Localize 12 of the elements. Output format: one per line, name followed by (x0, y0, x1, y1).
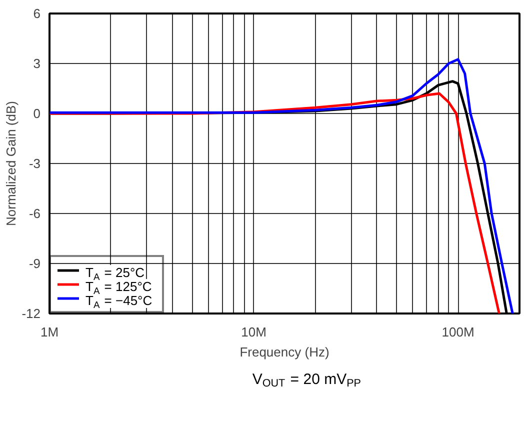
y-tick-label: -3 (28, 156, 41, 171)
y-tick-label: 6 (33, 6, 41, 21)
x-tick-label: 10M (241, 324, 266, 340)
x-tick-label: 1M (40, 324, 59, 340)
y-tick-label: -9 (28, 256, 41, 271)
y-tick-label: -6 (28, 206, 41, 221)
x-axis-title: Frequency (Hz) (240, 344, 330, 360)
x-tick-label: 100M (442, 324, 474, 340)
y-axis-title: Normalized Gain (dB) (4, 100, 19, 226)
y-tick-label: 0 (33, 106, 41, 121)
y-tick-label: 3 (33, 56, 41, 71)
y-tick-label: -12 (22, 306, 41, 321)
